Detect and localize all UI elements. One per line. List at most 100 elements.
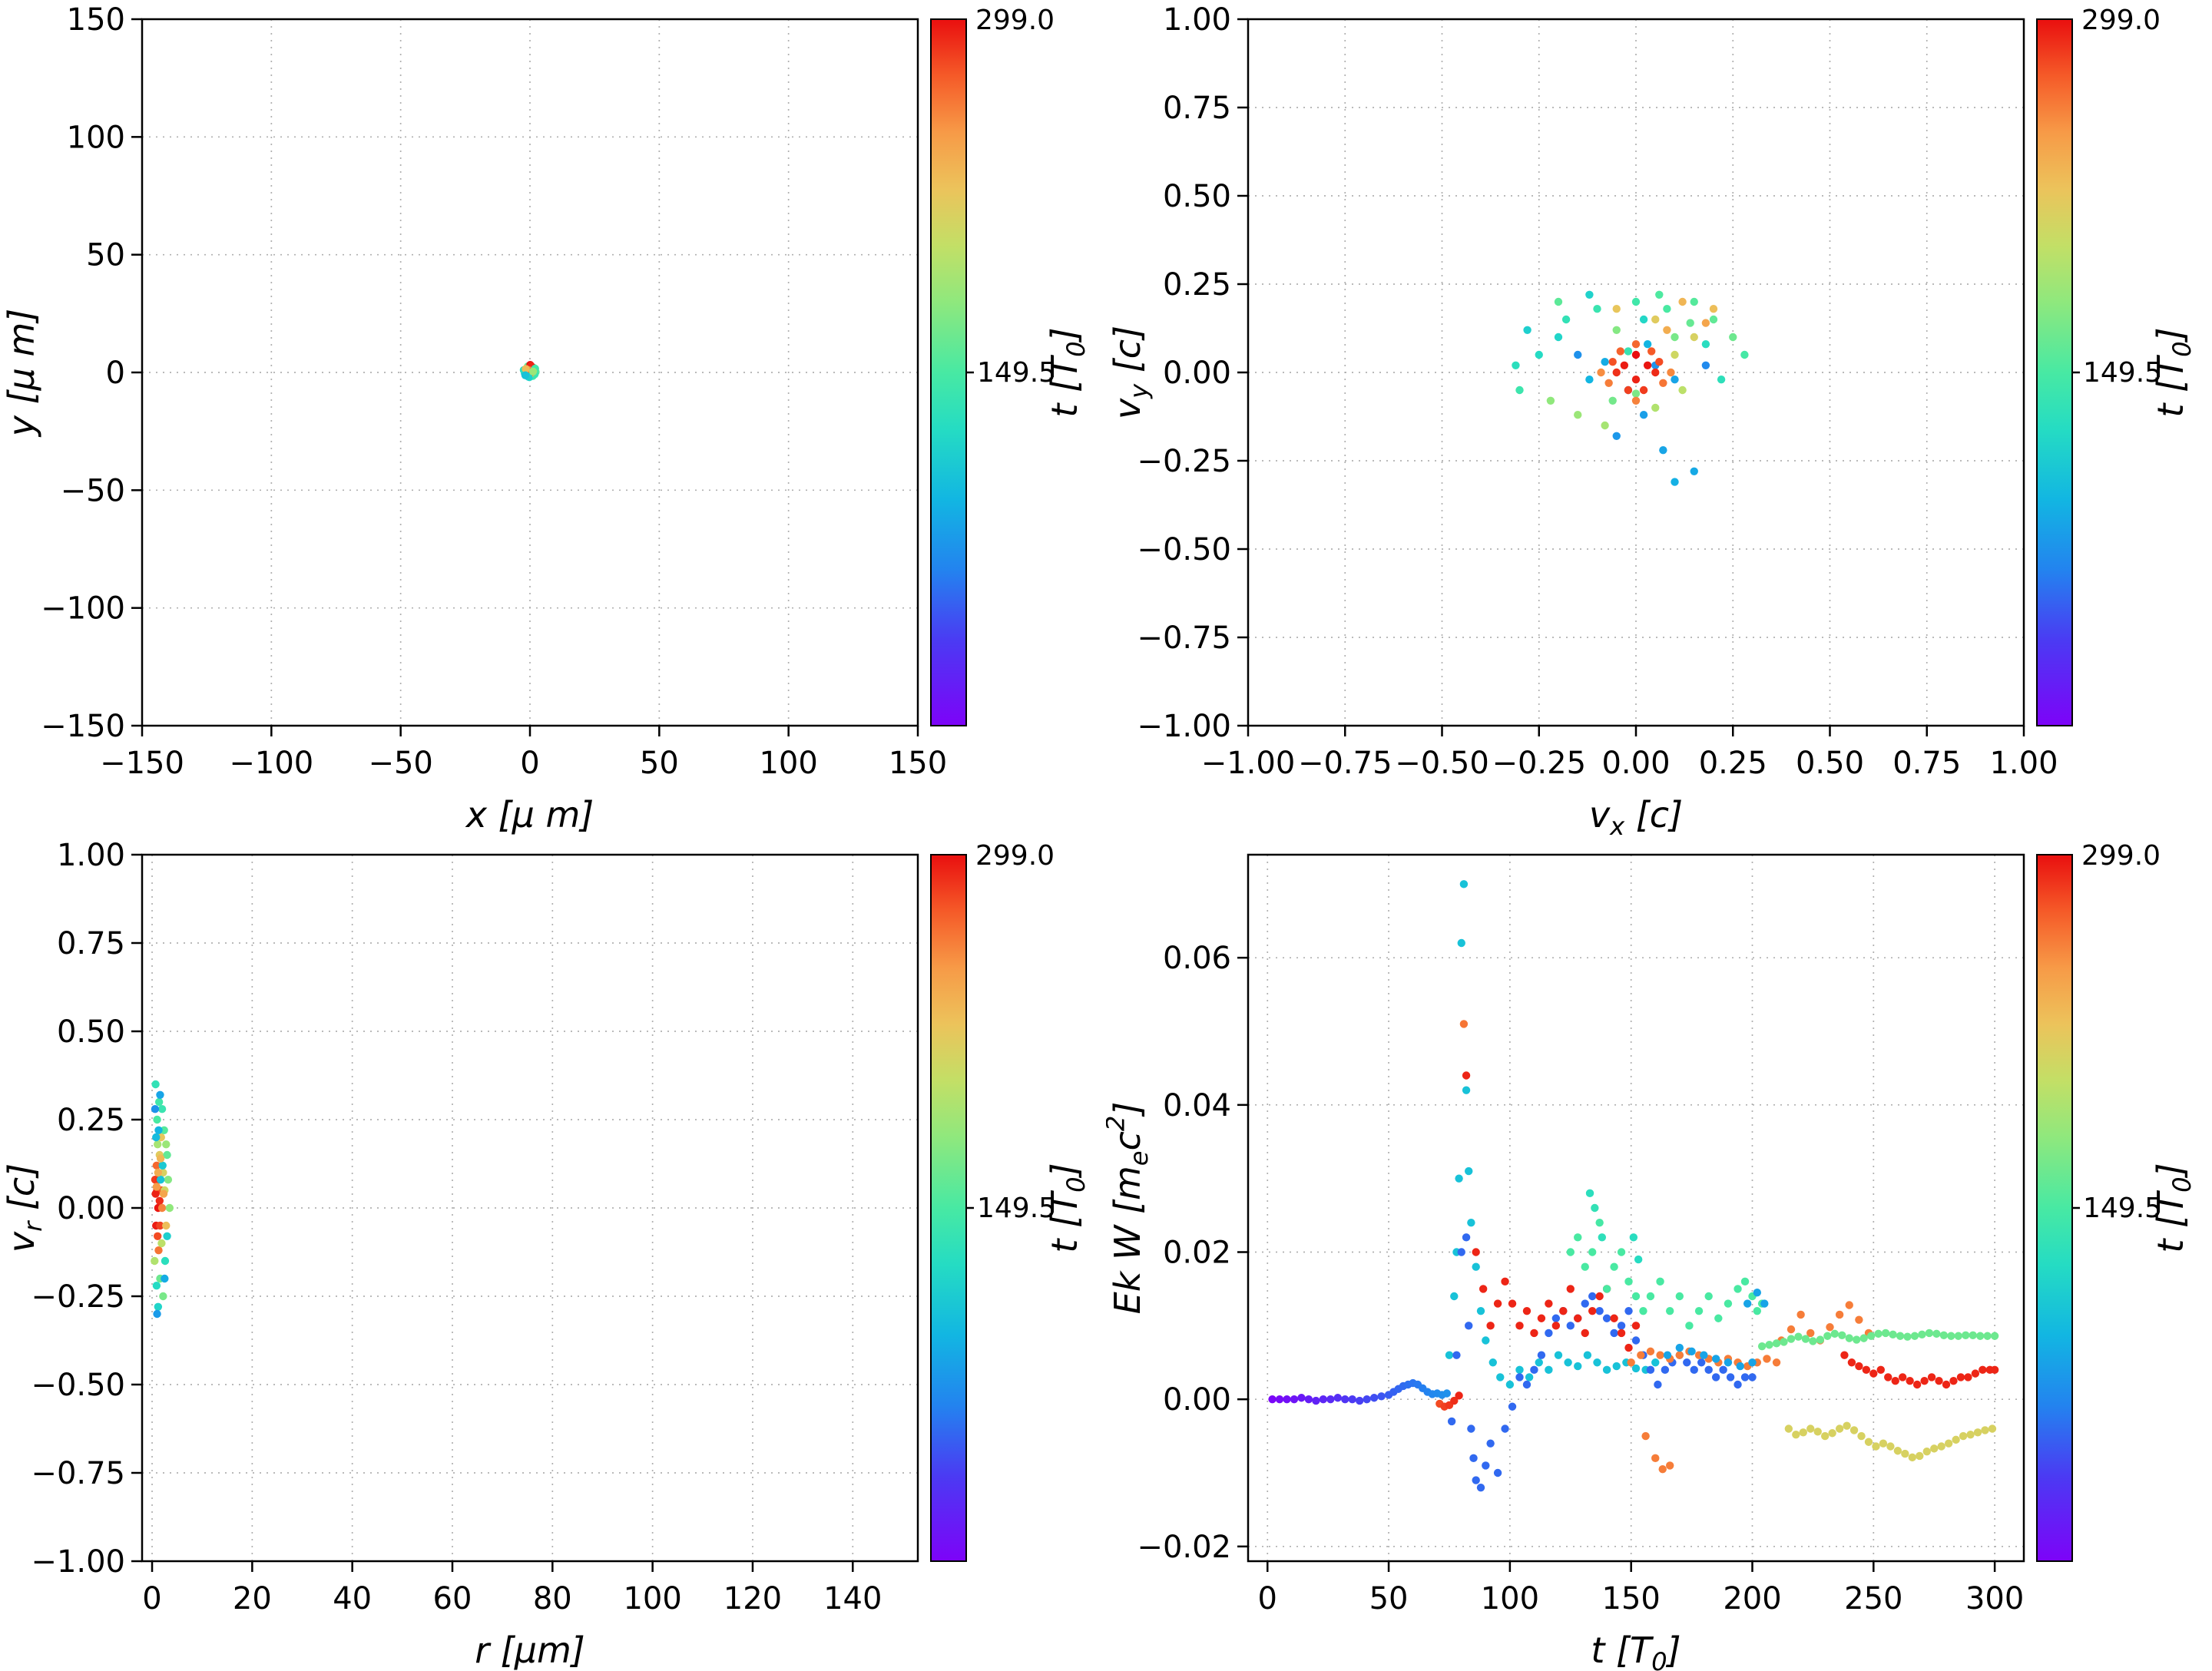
y-tick-label: 150 [67, 2, 125, 38]
colorbar-mid-label: 149.5 [2083, 1193, 2162, 1224]
y-tick-label: 50 [86, 238, 125, 273]
x-tick-label: −0.25 [1492, 746, 1586, 781]
x-tick-label: −50 [368, 746, 432, 781]
x-tick-label: 50 [1369, 1581, 1409, 1616]
colorbar [930, 18, 967, 726]
colorbar [2036, 854, 2073, 1562]
y-tick-label: 0.25 [1163, 267, 1231, 303]
scatter-points [1268, 880, 1999, 1492]
x-tick-label: 50 [640, 746, 679, 781]
x-tick-label: 0 [142, 1581, 161, 1616]
y-tick-label: 0.50 [57, 1014, 125, 1050]
chart-t-ekw-canvas: 0 50 100 150 200 250 300 −0.02 0.00 0.02 0.04 0.06 t… [1106, 840, 2197, 1671]
y-tick-label: −1.00 [31, 1544, 125, 1580]
y-axis-label: vr [c] [1, 1163, 48, 1252]
colorbar-axis-label: t [T0] [2150, 1163, 2197, 1252]
y-tick-label: −0.50 [31, 1368, 125, 1403]
subplot-vx-vy: −1.00 −0.75 −0.50 −0.25 0.00 0.25 0.50 0.75 1.00… [1106, 0, 2212, 836]
y-tick-label: −150 [41, 709, 125, 744]
y-tick-label: 0 [106, 356, 125, 391]
y-tick-label: 1.00 [1163, 2, 1231, 38]
colorbar [930, 854, 967, 1562]
x-axis-label: x [μ m] [465, 794, 594, 836]
chart-x-y-canvas: −150 −100 −50 0 50 100 150 −150 −100 −50 0 50 100 150… [1, 2, 1091, 836]
x-tick-label: −1.00 [1201, 746, 1296, 781]
grid [1247, 18, 2025, 726]
x-tick-label: 300 [1965, 1581, 2024, 1616]
x-tick-label: 0.75 [1892, 746, 1961, 781]
axis-ticks: −1.00 −0.75 −0.50 −0.25 0.00 0.25 0.50 0.75 1.00… [1137, 2, 2058, 781]
y-tick-label: 0.00 [57, 1191, 125, 1226]
y-tick-label: 0.00 [1163, 1382, 1231, 1418]
x-tick-label: −0.50 [1395, 746, 1489, 781]
x-tick-label: 100 [759, 746, 817, 781]
axis-ticks: 0 50 100 150 200 250 300 −0.02 0.00 0.02 0.04 0.06 [1137, 941, 2024, 1616]
colorbar-axis-label: t [T0] [1044, 327, 1091, 417]
axis-ticks: −150 −100 −50 0 50 100 150 −150 −100 −50 0 50 100 150 [41, 2, 947, 781]
y-tick-label: 1.00 [57, 838, 125, 873]
grid [142, 854, 918, 1562]
y-tick-label: 0.00 [1163, 356, 1231, 391]
x-tick-label: −0.75 [1298, 746, 1392, 781]
x-axis-label: t [T0] [1591, 1630, 1681, 1671]
x-tick-label: 150 [1602, 1581, 1661, 1616]
y-tick-label: −0.75 [31, 1456, 125, 1491]
y-axis-label: y [μ m] [1, 309, 42, 438]
x-tick-label: 150 [889, 746, 947, 781]
subplot-x-y: −150 −100 −50 0 50 100 150 −150 −100 −50 0 50 100 150… [0, 0, 1106, 836]
x-tick-label: 1.00 [1989, 746, 2058, 781]
y-tick-label: 0.25 [57, 1103, 125, 1138]
scatter-points [151, 1080, 174, 1319]
scatter-points [1512, 290, 1749, 486]
colorbar-mid-label: 149.5 [2083, 357, 2162, 389]
x-tick-label: 200 [1723, 1581, 1781, 1616]
colorbar-mid-label: 149.5 [977, 357, 1056, 389]
colorbar-axis-label: t [T0] [2150, 327, 2197, 417]
x-tick-label: 100 [1481, 1581, 1539, 1616]
y-axis-label: vy [c] [1107, 326, 1154, 419]
x-tick-label: 100 [623, 1581, 681, 1616]
colorbar-axis-label: t [T0] [1044, 1163, 1091, 1252]
y-tick-label: 0.06 [1163, 941, 1231, 976]
x-tick-label: 120 [724, 1581, 782, 1616]
axis-ticks: 0 20 40 60 80 100 120 140 −1.00 −0.75 −0.50 −0.25 0.… [31, 838, 882, 1616]
x-tick-label: 40 [333, 1581, 372, 1616]
x-tick-label: 0.50 [1796, 746, 1864, 781]
x-tick-label: 140 [823, 1581, 882, 1616]
subplot-t-ekw: 0 50 100 150 200 250 300 −0.02 0.00 0.02 0.04 0.06 t… [1106, 836, 2212, 1671]
y-tick-label: 0.75 [57, 926, 125, 961]
y-tick-label: −1.00 [1137, 709, 1231, 744]
x-tick-label: 0.00 [1601, 746, 1670, 781]
x-tick-label: −100 [229, 746, 313, 781]
y-tick-label: 100 [67, 120, 125, 155]
subplot-r-vr: 0 20 40 60 80 100 120 140 −1.00 −0.75 −0.50 −0.25 0.… [0, 836, 1106, 1671]
y-tick-label: −100 [41, 591, 125, 627]
colorbar-mid-label: 149.5 [977, 1193, 1056, 1224]
x-tick-label: 80 [533, 1581, 572, 1616]
x-tick-label: 0 [1258, 1581, 1277, 1616]
y-tick-label: −0.50 [1137, 532, 1231, 567]
scatter-points [519, 360, 540, 382]
y-tick-label: −0.02 [1137, 1530, 1231, 1565]
colorbar [2036, 18, 2073, 726]
chart-r-vr-canvas: 0 20 40 60 80 100 120 140 −1.00 −0.75 −0.50 −0.25 0.… [1, 838, 1091, 1671]
y-tick-label: 0.02 [1163, 1236, 1231, 1271]
y-axis-label: Ek W [mec2] [1106, 1102, 1154, 1315]
x-axis-label: vx [c] [1589, 794, 1683, 836]
x-axis-label: r [μm] [475, 1630, 585, 1671]
y-tick-label: −50 [61, 473, 125, 508]
y-tick-label: 0.50 [1163, 179, 1231, 214]
colorbar-max-label: 299.0 [2081, 840, 2161, 872]
x-tick-label: 0 [520, 746, 539, 781]
x-tick-label: 250 [1844, 1581, 1902, 1616]
colorbar-max-label: 299.0 [975, 840, 1055, 872]
y-tick-label: 0.75 [1163, 91, 1231, 126]
x-tick-label: −150 [100, 746, 184, 781]
colorbar-max-label: 299.0 [975, 5, 1055, 36]
x-tick-label: 20 [233, 1581, 272, 1616]
x-tick-label: 60 [433, 1581, 472, 1616]
colorbar-max-label: 299.0 [2081, 5, 2161, 36]
x-tick-label: 0.25 [1699, 746, 1767, 781]
plot-border [1247, 853, 2025, 1563]
y-tick-label: −0.75 [1137, 620, 1231, 656]
